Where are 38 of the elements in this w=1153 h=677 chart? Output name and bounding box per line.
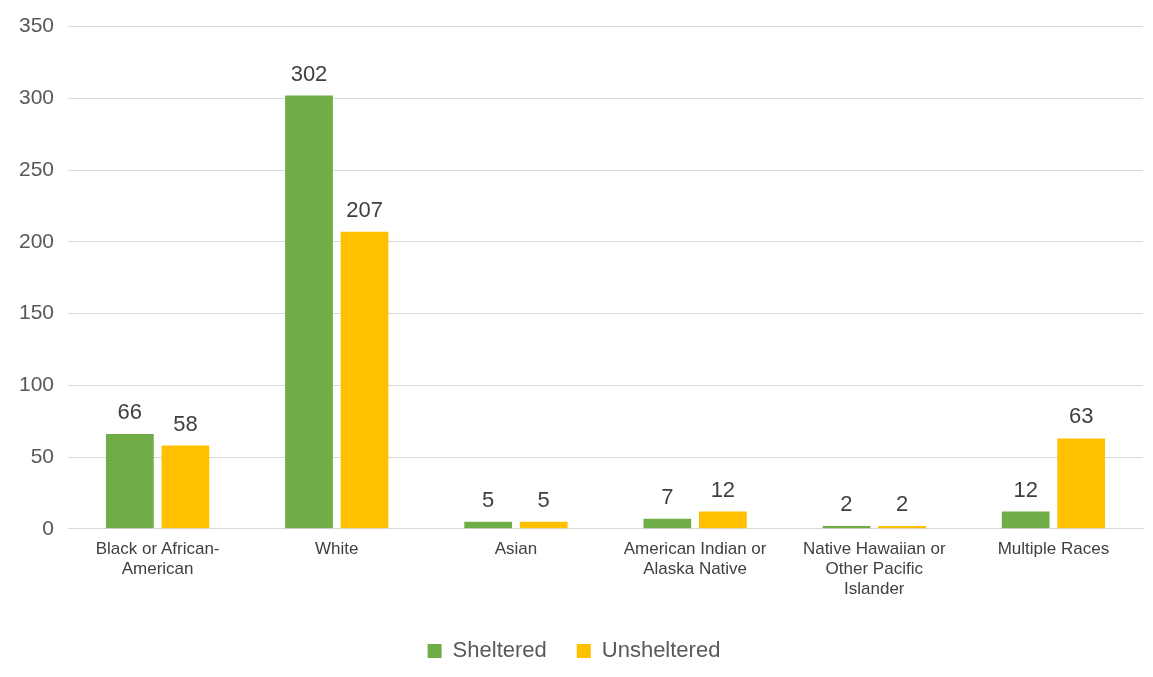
- y-tick-label: 250: [18, 156, 55, 180]
- bar: [643, 518, 692, 529]
- bar: [105, 434, 154, 529]
- bar: [1001, 511, 1050, 529]
- bar: [464, 521, 513, 529]
- y-tick-label: 350: [18, 13, 55, 37]
- y-tick-label: 300: [18, 85, 55, 109]
- bar: [161, 445, 210, 529]
- y-tick-label: 50: [30, 443, 55, 467]
- data-label: 2: [895, 490, 909, 516]
- x-tick-label: American Indian or Alaska Native: [623, 538, 767, 579]
- x-tick-label: Black or African-American: [95, 538, 220, 579]
- data-label: 2: [840, 490, 853, 516]
- data-label: 5: [482, 486, 495, 512]
- bar: [519, 521, 568, 529]
- legend-label: Sheltered: [452, 637, 547, 663]
- data-label: 66: [117, 399, 143, 425]
- data-label: 12: [1013, 476, 1038, 502]
- bar: [698, 511, 747, 529]
- y-tick-label: 150: [18, 300, 55, 324]
- legend-label: Unsheltered: [601, 637, 721, 663]
- data-label: 302: [290, 60, 328, 86]
- bar: [285, 95, 333, 529]
- data-label: 5: [537, 486, 550, 512]
- bar: [1057, 438, 1106, 529]
- y-tick-label: 0: [42, 515, 55, 539]
- x-tick-label: Asian: [494, 538, 538, 558]
- x-tick-label: Native Hawaiian or Other Pacific Islander: [802, 538, 946, 599]
- bar: [340, 231, 389, 529]
- data-label: 207: [346, 196, 383, 222]
- data-label: 7: [661, 483, 674, 509]
- x-tick-label: White: [315, 538, 359, 558]
- x-tick-label: Multiple Races: [997, 538, 1110, 558]
- data-label: 63: [1068, 403, 1094, 429]
- data-label: 12: [710, 476, 736, 502]
- y-tick-label: 100: [18, 372, 55, 396]
- data-label: 58: [173, 410, 198, 436]
- y-tick-label: 200: [18, 228, 55, 252]
